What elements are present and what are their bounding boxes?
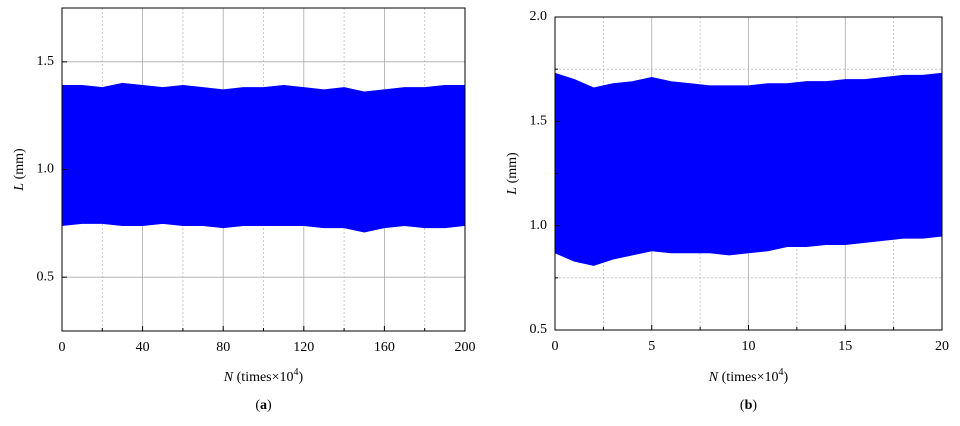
x-axis-label: N (times×104) [708,367,789,385]
signal-band [554,72,943,266]
panel-label-part: ( [740,398,745,413]
y-tick-label: 1.0 [37,162,55,177]
x-axis-label-part: ) [299,370,304,385]
x-tick-label: 80 [216,340,230,355]
y-axis-label-part: (mm) [505,152,520,187]
y-tick-label: 2.0 [530,9,548,24]
panel: 0 40 80 120 160 200 0.5 1.0 1.5 L (mm) N (times×10… [12,7,476,413]
x-axis-label: N (times×104) [223,367,304,385]
x-tick-label: 0 [59,340,66,355]
y-tick-label: 0.5 [530,322,548,337]
x-axis-label-part: N [223,370,234,385]
signal-band [61,82,466,233]
x-tick-label: 160 [374,340,395,355]
y-axis-label-part: L [505,187,520,196]
panel-label-part: ) [267,398,272,413]
x-tick-label: 120 [293,340,314,355]
panel-label-part: ( [255,398,260,413]
x-axis-label-part: N [708,370,719,385]
x-axis-label-part: (times×10 [718,370,778,385]
panel-label-part: ) [752,398,757,413]
panel-label-part: a [260,398,267,413]
y-tick-label: 1.5 [530,114,548,129]
panel-label: (b) [740,398,757,413]
x-tick-label: 40 [136,340,150,355]
panel: 0 5 10 15 200.51.01.52.0L (mm)N (times×104)(… [505,9,949,413]
y-axis-label-part: (mm) [12,148,27,183]
x-axis-label-part: 4 [779,367,784,378]
x-axis-label-part: ) [784,370,789,385]
panel-label-part: b [745,398,753,413]
panel-label: (a) [255,398,272,413]
y-axis-label: L (mm) [505,152,520,196]
y-axis-label: L (mm) [12,148,27,192]
y-axis-label-part: L [12,183,27,192]
x-tick-label: 20 [935,339,949,354]
x-axis-label-part: 4 [294,367,299,378]
y-tick-label: 1.5 [37,54,55,69]
x-tick-label: 5 [648,339,655,354]
x-tick-label: 15 [838,339,852,354]
y-tick-label: 0.5 [37,269,55,284]
x-tick-label: 200 [455,340,476,355]
x-tick-label: 0 [552,339,559,354]
y-tick-label: 1.0 [530,218,548,233]
x-axis-label-part: (times×10 [233,370,293,385]
x-tick-label: 10 [742,339,756,354]
